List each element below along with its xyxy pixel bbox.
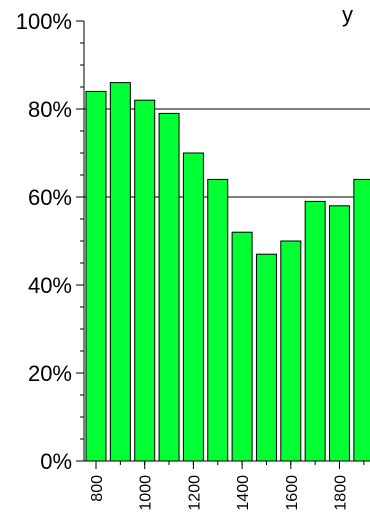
x-tick-label: 1000 [138,475,155,511]
bars [85,82,370,462]
bar-1600 [280,240,302,462]
y-tick-label: 40% [28,273,72,298]
y-axis-ticks: 0% 20% 40% 60% 80% 100% [16,9,84,474]
bar-1700 [304,200,326,462]
y-tick-label: 100% [16,9,72,34]
bar-1400 [231,231,253,462]
x-tick-label: 1200 [186,475,203,511]
bar-900 [109,82,131,462]
x-tick-label: 1400 [235,475,252,511]
bar-1300 [207,178,229,462]
x-tick-label: 1600 [284,475,301,511]
y-tick-label: 20% [28,361,72,386]
y-tick-label: 60% [28,185,72,210]
bar-1900 [353,178,370,462]
bar-1500 [255,253,277,462]
x-tick-label: 800 [89,475,106,502]
bar-1000 [134,99,156,462]
bar-800 [85,90,107,462]
x-tick-label: 1800 [333,475,350,511]
bar-1200 [182,152,204,462]
y-tick-label: 0% [40,449,72,474]
chart-title: y [342,2,353,27]
y-tick-label: 80% [28,97,72,122]
x-axis-ticks: 800 1000 1200 1400 1600 1800 [89,461,365,511]
bar-1800 [329,205,350,462]
bar-1100 [158,112,180,462]
